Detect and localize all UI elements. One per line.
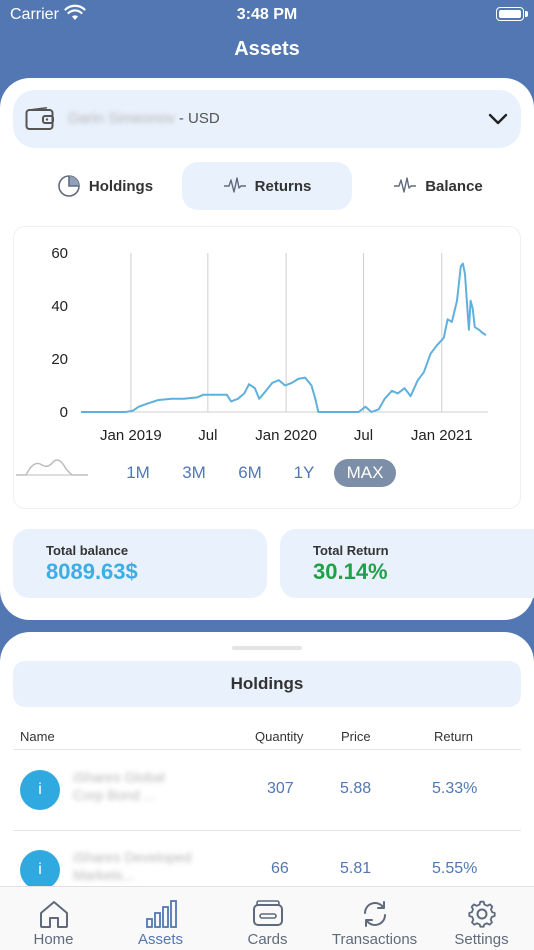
sheet-drag-handle[interactable]: [232, 646, 302, 650]
total-return-value: 30.14%: [313, 559, 388, 584]
range-1m-button[interactable]: 1M: [126, 463, 150, 482]
tab-bar-label: Home: [33, 931, 74, 948]
refresh-icon: [364, 901, 386, 927]
tab-returns-label: Returns: [254, 177, 312, 195]
total-return-label: Total Return: [313, 543, 389, 558]
pie-chart-icon: [58, 175, 80, 197]
waveform-icon: [223, 177, 246, 193]
holding-name: iShares Developed Markets...: [73, 849, 192, 883]
battery-icon: [496, 7, 528, 21]
tab-bar-label: Transactions: [331, 931, 418, 948]
holding-return: 5.33%: [432, 780, 478, 797]
tab-returns[interactable]: Returns: [182, 162, 352, 210]
wallet-icon: [25, 107, 54, 130]
range-max-button[interactable]: MAX: [334, 459, 396, 487]
x-tick-label: Jul: [354, 427, 373, 444]
bottom-tab-bar: Home Assets Cards Transactions: [0, 886, 534, 950]
holding-avatar: i: [20, 850, 60, 890]
home-icon: [40, 901, 68, 928]
table-row[interactable]: i iShares Global Corp Bond ... 307 5.88 …: [0, 750, 534, 830]
y-tick-label: 0: [60, 404, 68, 421]
assets-card: Darin Simeonov - USD Holdings Returns Ba…: [0, 78, 534, 620]
carrier-label: Carrier: [10, 6, 59, 23]
tab-bar-assets[interactable]: Assets: [107, 887, 214, 950]
table-row[interactable]: i iShares Developed Markets... 66 5.81 5…: [0, 830, 534, 910]
account-currency: - USD: [174, 110, 220, 127]
account-owner-name: Darin Simeonov: [68, 110, 175, 127]
tab-bar-cards[interactable]: Cards: [214, 887, 321, 950]
x-tick-label: Jul: [198, 427, 217, 444]
holding-price: 5.81: [340, 860, 372, 877]
tab-bar-label: Settings: [454, 931, 509, 948]
status-bar: Carrier 3:48 PM: [0, 0, 534, 30]
tab-holdings[interactable]: Holdings: [35, 162, 175, 210]
tab-bar-transactions[interactable]: Transactions: [321, 887, 428, 950]
total-balance-card: Total balance 8089.63$: [13, 529, 267, 598]
column-header-quantity: Quantity: [255, 729, 304, 744]
divider: [13, 830, 521, 831]
bar-chart-icon: [146, 900, 177, 928]
account-selector[interactable]: Darin Simeonov - USD: [13, 90, 521, 148]
divider: [13, 749, 521, 750]
waveform-icon: [394, 177, 417, 193]
x-tick-label: Jan 2020: [255, 427, 317, 444]
holding-avatar: i: [20, 770, 60, 810]
tab-bar-home[interactable]: Home: [0, 887, 107, 950]
holding-return: 5.55%: [432, 860, 478, 877]
tab-bar-label: Cards: [247, 931, 288, 948]
page-title: Assets: [234, 38, 300, 60]
total-balance-label: Total balance: [46, 543, 129, 558]
total-return-card: Total Return 30.14%: [280, 529, 534, 598]
holding-quantity: 307: [267, 780, 294, 797]
column-header-name: Name: [20, 729, 55, 744]
holding-name: iShares Global Corp Bond ...: [73, 769, 165, 803]
x-tick-label: Jan 2021: [411, 427, 473, 444]
holding-price: 5.88: [340, 780, 372, 797]
account-label: Darin Simeonov - USD: [68, 110, 220, 127]
range-6m-button[interactable]: 6M: [238, 463, 262, 482]
y-tick-label: 40: [51, 298, 68, 315]
gear-icon: [468, 900, 496, 928]
y-tick-label: 60: [51, 245, 68, 262]
tab-balance-label: Balance: [425, 177, 483, 195]
wallet-card-icon: [253, 900, 283, 926]
column-header-return: Return: [434, 729, 474, 744]
returns-series-line: [81, 262, 487, 413]
column-header-price: Price: [341, 729, 371, 744]
y-tick-label: 20: [51, 351, 68, 368]
total-balance-value: 8089.63$: [46, 559, 138, 584]
returns-chart[interactable]: Jan 2019 Jul Jan 2020 Jul Jan 2021 0 20 40 60 1M…: [13, 226, 521, 509]
clock: 3:48 PM: [236, 6, 298, 23]
holdings-header: Holdings: [13, 661, 521, 707]
mini-chart-icon: [16, 459, 88, 476]
tab-balance[interactable]: Balance: [368, 162, 508, 210]
tab-bar-label: Assets: [137, 931, 183, 948]
returns-line-chart: Jan 2019 Jul Jan 2020 Jul Jan 2021 0 20 40 60: [51, 245, 488, 444]
tab-bar-settings[interactable]: Settings: [428, 887, 534, 950]
tab-holdings-label: Holdings: [88, 177, 154, 195]
holding-quantity: 66: [271, 860, 289, 877]
chevron-down-icon: [488, 113, 508, 125]
x-tick-label: Jan 2019: [100, 427, 162, 444]
range-selector: 1M 3M 6M 1Y MAX: [14, 459, 522, 489]
range-3m-button[interactable]: 3M: [182, 463, 206, 482]
wifi-icon: [64, 4, 86, 20]
range-1y-button[interactable]: 1Y: [293, 463, 315, 482]
segment-tabs: Holdings Returns Balance: [0, 162, 534, 210]
